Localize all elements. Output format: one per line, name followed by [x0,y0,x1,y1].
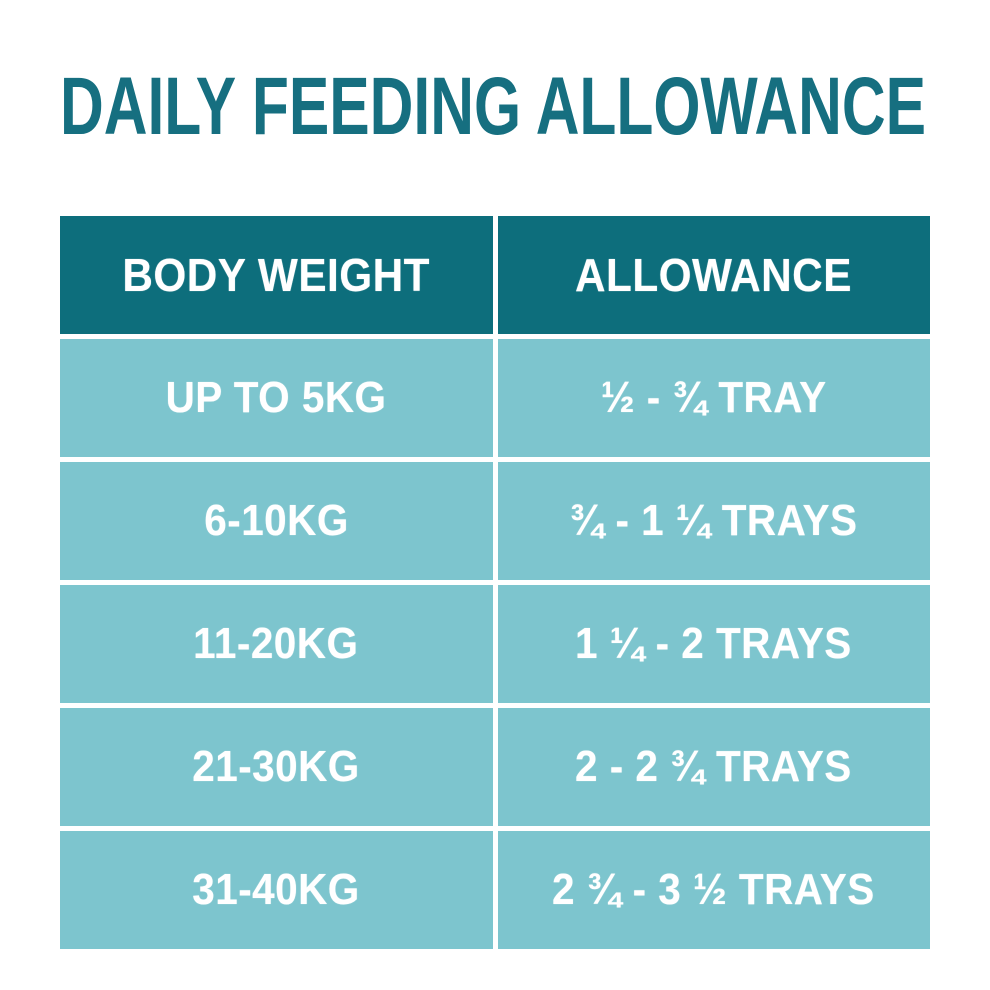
body-weight-value: 21-30KG [192,742,360,791]
feeding-allowance-table: BODY WEIGHT ALLOWANCE UP TO 5KG ½ - ¾ TR… [60,216,930,949]
table-row-4-allowance: 2 - 2 ¾ TRAYS [497,708,930,826]
table-row-2-body-weight: 6-10KG [60,462,493,580]
allowance-value: ½ - ¾ TRAY [600,373,827,422]
body-weight-value: 6-10KG [203,496,349,545]
page-title: DAILY FEEDING ALLOWANCE [60,61,930,152]
column-header-body-weight: BODY WEIGHT [60,216,493,334]
page-title-text: DAILY FEEDING ALLOWANCE [60,68,926,152]
title-graphic: DAILY FEEDING ALLOWANCE [60,61,926,152]
allowance-value: 1 ¼ - 2 TRAYS [575,619,853,668]
table-row-1-allowance: ½ - ¾ TRAY [497,339,930,457]
body-weight-value: 31-40KG [192,865,360,914]
allowance-value: 2 ¾ - 3 ½ TRAYS [552,865,876,914]
allowance-value: 2 - 2 ¾ TRAYS [575,742,853,791]
body-weight-value: UP TO 5KG [165,373,387,422]
column-header-body-weight-label: BODY WEIGHT [122,249,431,301]
table-row-3-allowance: 1 ¼ - 2 TRAYS [497,585,930,703]
allowance-value: ¾ - 1 ¼ TRAYS [569,496,858,545]
table-row-1-body-weight: UP TO 5KG [60,339,493,457]
body-weight-value: 11-20KG [193,619,359,668]
table-row-5-allowance: 2 ¾ - 3 ½ TRAYS [497,831,930,949]
column-header-allowance-label: ALLOWANCE [575,249,853,301]
table-row-5-body-weight: 31-40KG [60,831,493,949]
column-header-allowance: ALLOWANCE [497,216,930,334]
table-row-4-body-weight: 21-30KG [60,708,493,826]
table-row-2-allowance: ¾ - 1 ¼ TRAYS [497,462,930,580]
table-row-3-body-weight: 11-20KG [60,585,493,703]
